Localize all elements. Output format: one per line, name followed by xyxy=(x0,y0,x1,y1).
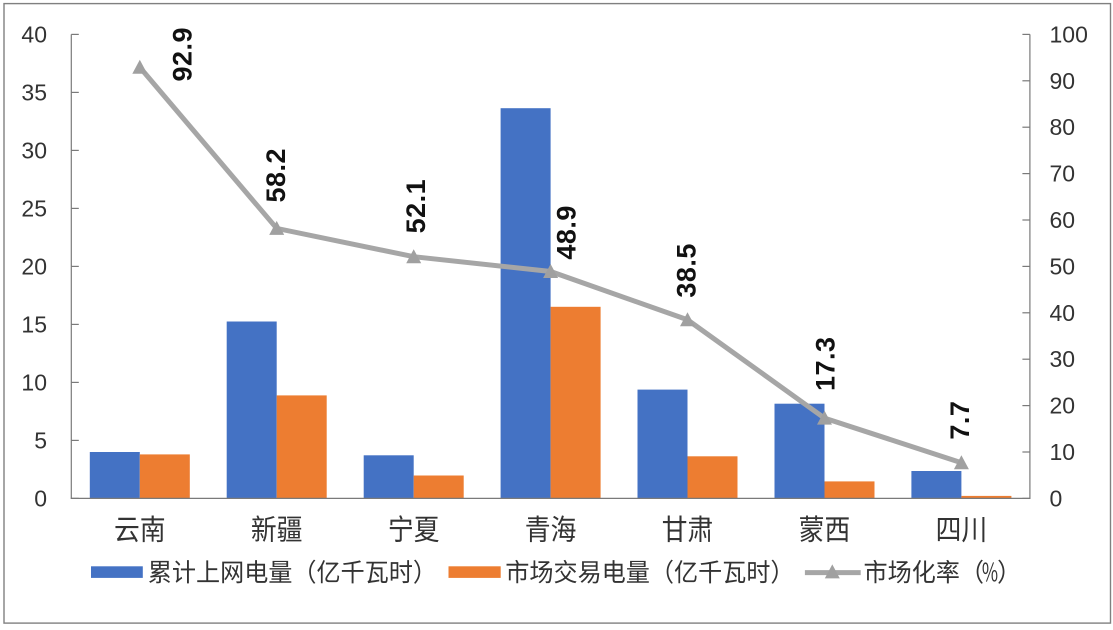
svg-text:0: 0 xyxy=(34,485,47,511)
svg-text:10: 10 xyxy=(1050,439,1076,465)
svg-text:20: 20 xyxy=(21,253,47,279)
svg-text:5: 5 xyxy=(34,427,47,453)
svg-text:10: 10 xyxy=(21,369,47,395)
svg-text:30: 30 xyxy=(1050,346,1076,372)
svg-text:58.2: 58.2 xyxy=(261,148,291,203)
svg-text:70: 70 xyxy=(1050,161,1076,187)
svg-text:92.9: 92.9 xyxy=(168,27,198,82)
svg-text:50: 50 xyxy=(1050,253,1076,279)
svg-text:38.5: 38.5 xyxy=(672,243,702,298)
svg-text:30: 30 xyxy=(21,137,47,163)
svg-text:48.9: 48.9 xyxy=(551,205,581,260)
svg-text:80: 80 xyxy=(1050,114,1076,140)
svg-text:20: 20 xyxy=(1050,393,1076,419)
svg-text:15: 15 xyxy=(21,311,47,337)
svg-text:17.3: 17.3 xyxy=(810,336,840,391)
svg-text:40: 40 xyxy=(1050,300,1076,326)
svg-text:40: 40 xyxy=(21,21,47,47)
svg-text:100: 100 xyxy=(1050,21,1088,47)
svg-text:90: 90 xyxy=(1050,68,1076,94)
svg-text:7.7: 7.7 xyxy=(945,401,975,440)
svg-text:25: 25 xyxy=(21,195,47,221)
svg-text:60: 60 xyxy=(1050,207,1076,233)
svg-text:35: 35 xyxy=(21,79,47,105)
svg-text:0: 0 xyxy=(1050,485,1063,511)
svg-text:52.1: 52.1 xyxy=(401,179,431,234)
